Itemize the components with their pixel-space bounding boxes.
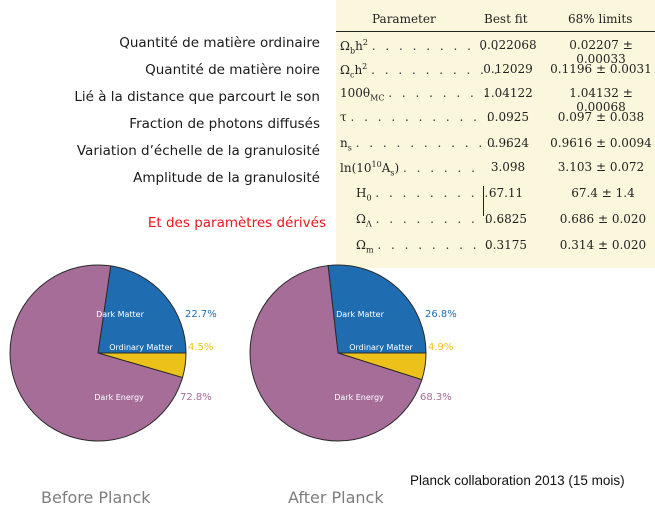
table-vertical-rule bbox=[483, 186, 484, 216]
table-row: τ . . . . . . . . . . . . . 0.0925 0.097… bbox=[340, 110, 645, 124]
header-limits: 68% limits bbox=[568, 12, 633, 26]
symbol-ns: ns . . . . . . . . . . . . bbox=[340, 136, 513, 153]
parameter-table: Parameter Best fit 68% limits Ωbh2 . . .… bbox=[336, 0, 655, 268]
pie-value-dark-matter: 26.8% bbox=[425, 309, 457, 320]
pie-label-ordinary-matter: Ordinary Matter bbox=[349, 343, 413, 352]
pie-value-ordinary-matter: 4.5% bbox=[188, 342, 213, 353]
header-parameter: Parameter bbox=[372, 12, 436, 26]
symbol-theta-mc: 100θMC . . . . . . . . bbox=[340, 86, 491, 103]
symbol-h0: H0 . . . . . . . . . . bbox=[356, 186, 505, 203]
credit-text: Planck collaboration 2013 (15 mois) bbox=[410, 473, 625, 488]
symbol-omega-b: Ωbh2 . . . . . . . . . . bbox=[340, 38, 502, 56]
pie-chart-after-planck: Dark Matter 26.8% Ordinary Matter 4.9% Dark … bbox=[249, 264, 457, 442]
table-row: Ωm . . . . . . . . . . 0.3175 0.314 ± 0.… bbox=[356, 238, 647, 255]
pie-title-after-planck: After Planck bbox=[288, 488, 384, 507]
symbol-omega-lambda: ΩΛ . . . . . . . . . . bbox=[356, 212, 506, 229]
pie-slice-dark-energy bbox=[9, 264, 184, 442]
table-row: Ωbh2 . . . . . . . . . . 0.022068 0.0220… bbox=[340, 38, 633, 66]
label-ordinary-matter: Quantité de matière ordinaire bbox=[119, 35, 320, 51]
derived-parameters-label: Et des paramètres dérivés bbox=[147, 215, 326, 231]
table-row: H0 . . . . . . . . . . 67.11 67.4 ± 1.4 bbox=[356, 186, 635, 203]
table-row: Ωch2 . . . . . . . . . . 0.12029 0.1196 … bbox=[340, 62, 652, 80]
pie-value-dark-energy: 72.8% bbox=[180, 392, 212, 403]
pie-slice-dark-matter bbox=[97, 265, 187, 354]
pie-label-dark-energy: Dark Energy bbox=[94, 393, 144, 402]
table-row: ns . . . . . . . . . . . . 0.9624 0.9616… bbox=[340, 136, 652, 153]
symbol-ln-as: ln(1010As) . . . . . . bbox=[340, 160, 478, 178]
pie-label-dark-matter: Dark Matter bbox=[96, 310, 145, 319]
table-row: 100θMC . . . . . . . . 1.04122 1.04132 ±… bbox=[340, 86, 633, 114]
pie-slice-dark-energy bbox=[249, 265, 423, 442]
header-rule bbox=[336, 31, 655, 32]
symbol-omega-c: Ωch2 . . . . . . . . . . bbox=[340, 62, 501, 80]
label-sound-distance: Lié à la distance que parcourt le son bbox=[74, 89, 320, 105]
symbol-omega-m: Ωm . . . . . . . . . . bbox=[356, 238, 507, 255]
pie-label-dark-energy: Dark Energy bbox=[334, 393, 384, 402]
header-best-fit: Best fit bbox=[484, 12, 528, 26]
label-scale-variation: Variation d’échelle de la granulosité bbox=[76, 143, 320, 159]
pie-title-before-planck: Before Planck bbox=[41, 488, 151, 507]
pie-value-ordinary-matter: 4.9% bbox=[428, 342, 453, 353]
label-amplitude: Amplitude de la granulosité bbox=[133, 170, 320, 186]
pie-slice-dark-matter bbox=[327, 264, 427, 354]
pie-value-dark-energy: 68.3% bbox=[420, 392, 452, 403]
pie-value-dark-matter: 22.7% bbox=[185, 309, 217, 320]
label-scattered-photons: Fraction de photons diffusés bbox=[129, 116, 320, 132]
table-row: ΩΛ . . . . . . . . . . 0.6825 0.686 ± 0.… bbox=[356, 212, 647, 229]
pie-chart-before-planck: Dark Matter 22.7% Ordinary Matter 4.5% Dark … bbox=[9, 264, 217, 442]
pie-label-dark-matter: Dark Matter bbox=[336, 310, 385, 319]
symbol-tau: τ . . . . . . . . . . . . . bbox=[340, 110, 521, 124]
pie-label-ordinary-matter: Ordinary Matter bbox=[109, 343, 173, 352]
label-dark-matter: Quantité de matière noire bbox=[145, 62, 320, 78]
table-row: ln(1010As) . . . . . . 3.098 3.103 ± 0.0… bbox=[340, 160, 645, 178]
